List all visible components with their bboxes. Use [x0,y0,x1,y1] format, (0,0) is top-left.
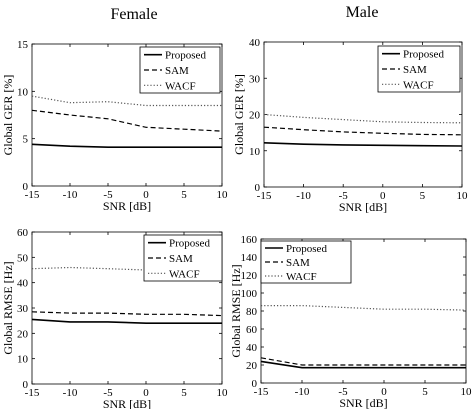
series-line-proposed [31,318,222,325]
y-tick-label: 0 [23,181,29,193]
legend-label: WACF [403,79,434,91]
y-tick-label: 20 [246,360,258,372]
y-tick-label: 100 [241,288,258,300]
y-tick-label: 10 [249,146,261,158]
y-tick-label: 80 [246,306,258,318]
chart-panel-0: -15 -10 -5 0 5 10 0 5 10 15 SNR [dB] Global GER [%]… [1,39,228,213]
y-tick-label: 60 [17,227,29,239]
x-tick-label: 10 [217,387,229,399]
y-tick-label: 120 [241,270,258,282]
legend-label: SAM [169,253,193,265]
plot-frame [31,43,223,187]
series-line-sam [263,126,463,136]
x-axis-label: SNR [dB] [339,396,387,409]
x-tick-label: -5 [339,190,349,202]
y-tick-label: 30 [17,303,29,315]
chart-panel-1: -15 -10 -5 0 5 10 0 10 20 30 40 SNR [dB] Global GER … [232,37,468,214]
y-tick-label: 30 [249,73,261,85]
x-tick-label: -5 [103,189,113,201]
legend: Proposed SAM WACF [139,46,221,94]
legend-label: Proposed [169,238,210,250]
y-tick-label: 10 [17,354,29,366]
series-line-proposed [263,142,463,147]
y-tick-label: 10 [17,86,29,98]
series-line-sam [260,357,466,366]
chart-panel-2: -15 -10 -5 0 5 10 0 10 20 30 40 50 60 SNR [dB] Global … [1,227,228,409]
y-axis-label: Global GER [%] [232,74,246,155]
y-tick-label: 40 [249,37,261,49]
series-line-sam [31,311,223,317]
legend: Proposed SAM WACF [260,240,352,284]
legend-label: Proposed [403,49,444,61]
x-tick-label: -15 [25,189,40,201]
y-tick-label: 60 [246,324,258,336]
y-axis-label: Global RMSE [Hz] [229,264,243,357]
x-tick-label: 10 [457,190,469,202]
x-axis-label: SNR [dB] [339,200,387,214]
y-tick-label: 0 [255,182,261,194]
legend-label: Proposed [165,50,206,62]
x-tick-label: 10 [217,189,229,201]
series-line-sam [31,109,223,132]
x-tick-label: -10 [296,190,311,202]
x-tick-label: 5 [420,190,426,202]
x-tick-label: 0 [143,387,149,399]
column-title-female: Female [110,6,157,23]
y-tick-label: 20 [249,110,261,122]
x-axis-label: SNR [dB] [103,199,151,213]
x-tick-label: -10 [295,386,310,398]
x-tick-label: -5 [103,387,113,399]
y-tick-label: 140 [241,252,258,264]
y-tick-label: 15 [17,39,29,51]
legend-label: WACF [286,271,317,283]
x-tick-label: 5 [181,189,187,201]
x-tick-label: 10 [461,386,473,398]
x-tick-label: 0 [380,190,386,202]
y-tick-label: 40 [246,342,258,354]
legend-label: Proposed [286,243,327,255]
legend-label: SAM [165,65,189,77]
x-tick-label: 5 [422,386,428,398]
y-axis-label: Global GER [%] [1,75,15,156]
x-tick-label: 0 [381,386,387,398]
y-tick-label: 5 [23,134,29,146]
x-tick-label: -10 [63,189,78,201]
legend-label: SAM [403,64,427,76]
series-line-proposed [260,360,466,369]
series-line-wacf [31,95,222,107]
series-line-wacf [263,113,463,124]
x-tick-label: -15 [257,190,272,202]
y-tick-label: 0 [252,378,258,390]
series-line-proposed [31,143,222,148]
x-tick-label: 0 [143,189,149,201]
legend: Proposed SAM WACF [143,234,223,282]
y-tick-label: 20 [17,328,29,340]
y-axis-label: Global RMSE [Hz] [1,261,15,354]
x-tick-label: -5 [338,386,348,398]
x-tick-label: 5 [181,387,187,399]
x-tick-label: -10 [63,387,78,399]
legend-label: WACF [165,80,196,92]
column-title-male: Male [346,4,379,21]
legend-label: WACF [169,268,200,280]
y-tick-label: 50 [17,252,29,264]
series-line-wacf [261,305,467,311]
x-axis-label: SNR [dB] [103,397,151,409]
y-tick-label: 160 [241,234,258,246]
legend: Proposed SAM WACF [377,45,461,93]
legend-label: SAM [286,257,310,269]
x-tick-label: -15 [25,387,40,399]
y-tick-label: 0 [23,379,29,391]
x-tick-label: -15 [254,386,269,398]
y-tick-label: 40 [17,278,29,290]
